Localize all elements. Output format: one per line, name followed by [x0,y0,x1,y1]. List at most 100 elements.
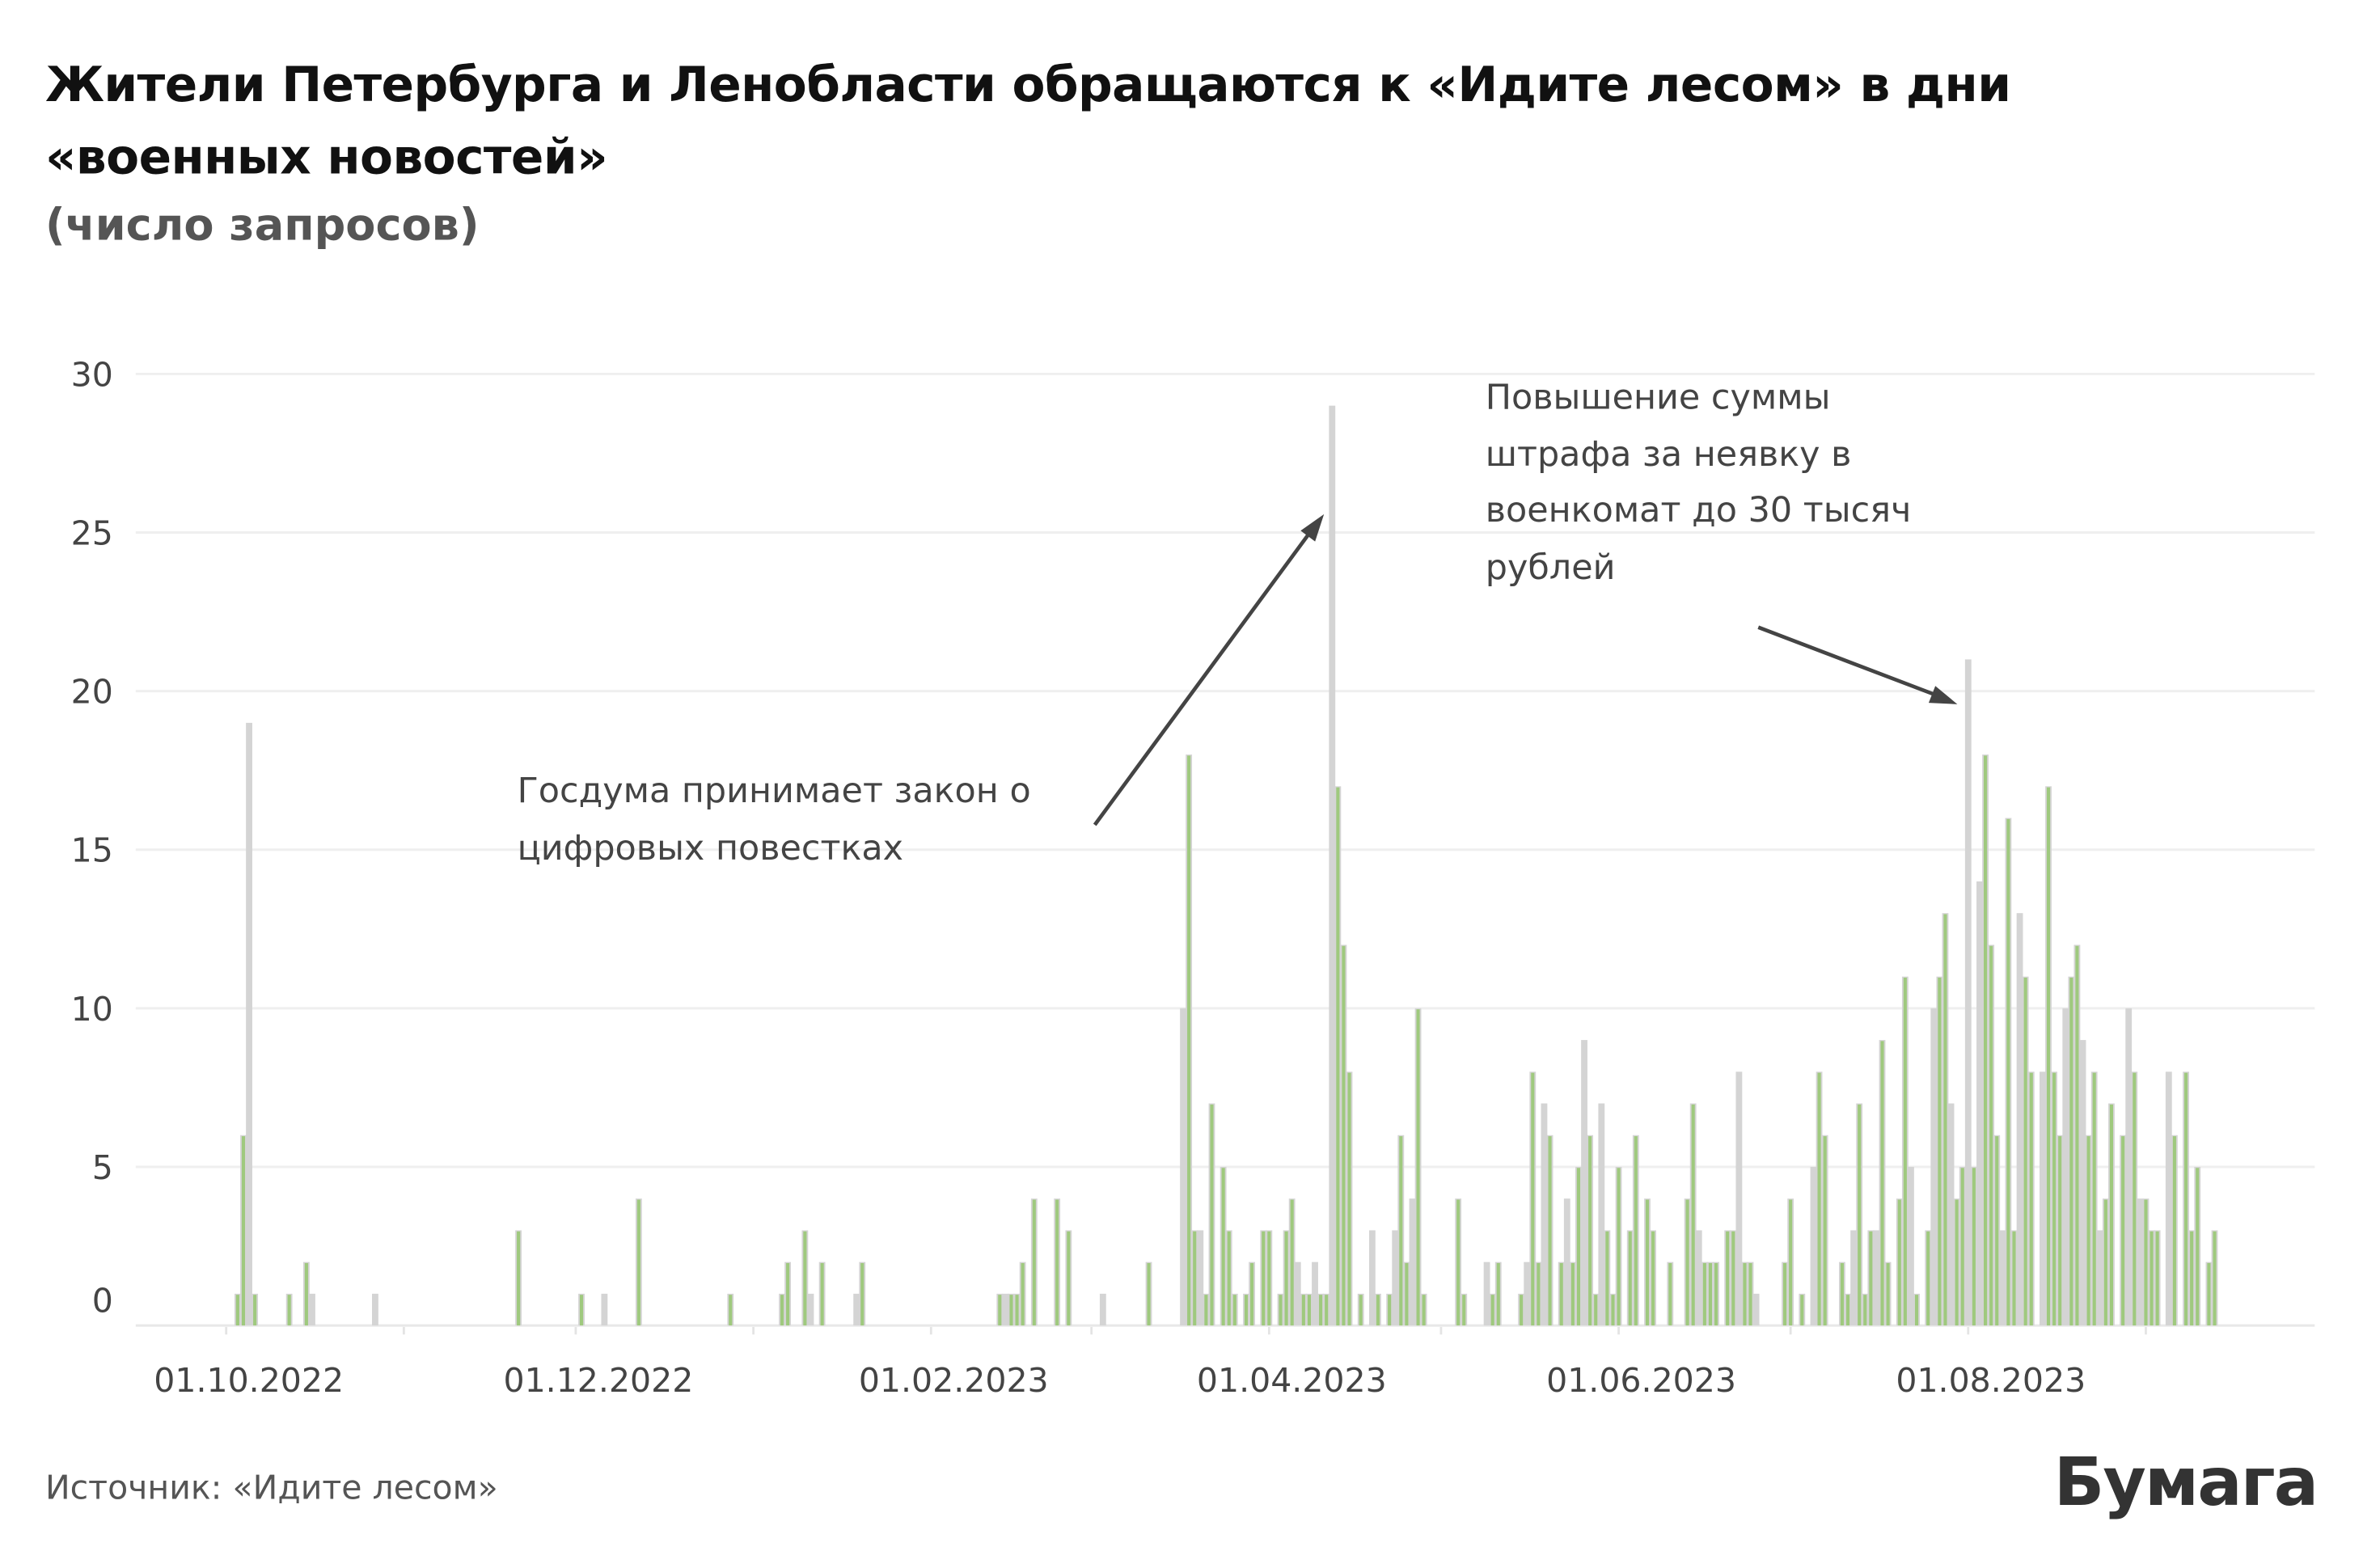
bar-fill [1147,1262,1151,1326]
bar [1650,1230,1656,1326]
bar [372,1293,378,1326]
bar-fill [1193,1231,1197,1326]
bar [1884,1262,1892,1326]
bar [2005,818,2012,1326]
bar [1747,1262,1754,1326]
bar [1598,1103,1605,1326]
bar [1970,1166,1977,1326]
bar-fill [2069,977,2073,1326]
bar-outline [2016,913,2023,1326]
bar-fill [235,1295,239,1326]
annotation-digital-summons: Госдума принимает закон о цифровых повес… [517,771,1031,869]
bar [285,1293,293,1326]
bar [1850,1230,1858,1326]
bar [1368,1230,1376,1326]
bar [1615,1166,1622,1326]
bar-fill [729,1295,733,1326]
bar [2022,976,2029,1326]
bar-outline [2096,1230,2103,1326]
bar [2194,1166,2201,1326]
bar [1346,1071,1353,1326]
bar [2062,1008,2069,1326]
bar-fill [1880,1041,1884,1326]
bar [1524,1262,1531,1326]
bar [2183,1071,2189,1326]
bar-fill [1279,1295,1283,1326]
bar [1013,1293,1021,1326]
bar-fill [1869,1231,1873,1326]
bar [1414,1008,1422,1326]
bar-outline [1976,881,1983,1326]
bar [1816,1071,1823,1326]
bar-fill [1405,1262,1409,1326]
bar [859,1262,866,1326]
bar-fill [1250,1262,1254,1326]
bar [515,1230,522,1326]
bar [1249,1262,1255,1326]
bar-fill [1823,1136,1827,1326]
bar [1752,1293,1760,1326]
bar-outline [1695,1230,1702,1326]
bar-outline [2125,1008,2133,1326]
bar-fill [1284,1231,1288,1326]
bar [1845,1293,1851,1326]
bar-fill [1588,1136,1592,1326]
bar-fill [1359,1295,1363,1326]
bar [1592,1293,1600,1326]
bar-fill [1187,755,1191,1326]
bar-fill [1789,1199,1793,1326]
bar [2171,1135,2178,1326]
bar-fill [1336,787,1340,1326]
bar-outline [2137,1198,2144,1326]
bar [818,1262,826,1326]
arrow-line [1093,532,1311,826]
bar-fill [1943,914,1947,1326]
bar [1879,1040,1886,1326]
bar [2142,1198,2150,1326]
bar [2211,1230,2218,1326]
bar-fill [1748,1262,1752,1326]
bar [2079,1040,2086,1326]
bar-fill [1399,1136,1403,1326]
bar-fill [860,1262,864,1326]
bar-fill [2092,1072,2096,1326]
bar [1925,1230,1932,1326]
bar-fill [636,1199,640,1326]
bar-fill [1938,977,1942,1326]
bar-fill [1055,1199,1059,1326]
bar [784,1262,792,1326]
bar [1701,1262,1708,1326]
bar-fill [1570,1262,1575,1326]
y-tick-label: 30 [71,355,113,394]
bar-fill [1422,1295,1426,1326]
bar-fill [1376,1295,1380,1326]
arrowhead-icon [1928,686,1958,704]
bar [1386,1293,1393,1326]
bar-fill [2058,1136,2062,1326]
bar [1197,1230,1204,1326]
bar [1730,1230,1737,1326]
bar-outline [1409,1198,1416,1326]
bar [1306,1293,1313,1326]
bar-fill [1015,1295,1019,1326]
x-axis: 01.10.2022 01.12.2022 01.02.2023 01.04.2023… [154,1326,2147,1400]
bar-fill [1783,1262,1787,1326]
bar-fill [579,1295,584,1326]
bar [1873,1230,1880,1326]
bar [1334,786,1342,1326]
bar-outline [1312,1262,1318,1326]
x-tick-label: 01.08.2023 [1896,1361,2086,1400]
bar-outline [1752,1293,1760,1326]
bar-fill [241,1136,246,1326]
bar [1420,1293,1427,1326]
bar-fill [2190,1231,2194,1326]
bar-outline [1483,1262,1490,1326]
bar-fill [1204,1295,1208,1326]
bar [1054,1198,1061,1326]
bar [1684,1198,1691,1326]
bar-fill [780,1295,784,1326]
bar [1409,1198,1416,1326]
bar [635,1198,642,1326]
bar-fill [2103,1199,2107,1326]
